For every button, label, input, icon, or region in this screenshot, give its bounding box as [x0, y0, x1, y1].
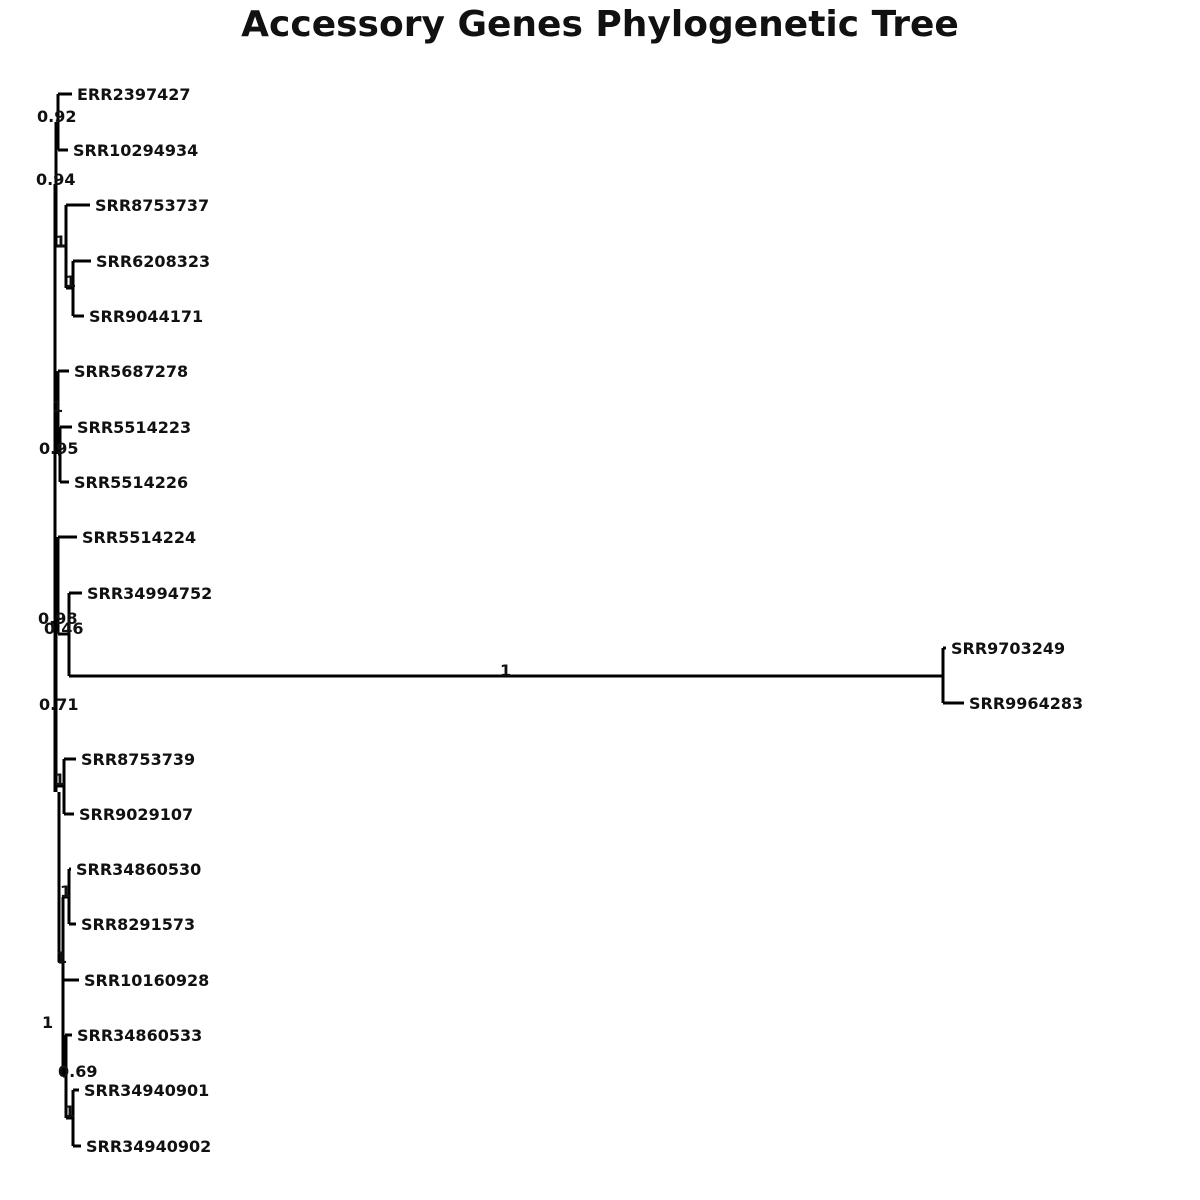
- tip-label: SRR9964283: [969, 694, 1083, 713]
- tip-label: SRR9703249: [951, 639, 1065, 658]
- tip-label: SRR34994752: [87, 584, 212, 603]
- support-value: 0.94: [36, 170, 75, 189]
- support-value: 1: [56, 948, 67, 967]
- support-value: 0.92: [37, 107, 76, 126]
- support-value: 1: [55, 232, 66, 251]
- tip-label: SRR6208323: [96, 252, 210, 271]
- support-value: 1: [64, 1102, 75, 1121]
- tip-labels: ERR2397427 SRR10294934 SRR8753737 SRR620832…: [73, 85, 1083, 1156]
- support-value: 1: [52, 397, 63, 416]
- support-value: 0.98: [38, 609, 77, 628]
- tip-label: SRR8753739: [81, 750, 195, 769]
- support-value: 0.71: [39, 695, 78, 714]
- support-value: 0.69: [58, 1062, 97, 1081]
- tip-label: SRR8753737: [95, 196, 209, 215]
- tip-label: SRR9044171: [89, 307, 203, 326]
- tip-label: SRR9029107: [79, 805, 193, 824]
- support-value: 1: [60, 882, 71, 901]
- tip-label: SRR5514223: [77, 418, 191, 437]
- tip-label: SRR10294934: [73, 141, 198, 160]
- tip-label: ERR2397427: [77, 85, 191, 104]
- support-value: 1: [500, 661, 511, 680]
- support-value: 1: [65, 272, 76, 291]
- tip-label: SRR5687278: [74, 362, 188, 381]
- tip-label: SRR10160928: [84, 971, 209, 990]
- tip-label: SRR34860530: [76, 860, 201, 879]
- tip-label: SRR34940902: [86, 1137, 211, 1156]
- support-value: 0.46: [44, 619, 83, 638]
- tree-branches: [53, 92, 964, 1148]
- support-labels: 0.92 0.94 1 1 1 0.95 0.980.46 1 0.71 1 1 1 0.69 1 1: [36, 107, 511, 1121]
- support-value: 1: [54, 770, 65, 789]
- support-value: 1: [42, 1013, 53, 1032]
- tip-label: SRR5514224: [82, 528, 196, 547]
- chart-title: Accessory Genes Phylogenetic Tree: [241, 4, 959, 45]
- tip-label: SRR34940901: [84, 1081, 209, 1100]
- tip-label: SRR34860533: [77, 1026, 202, 1045]
- support-value: 0.95: [39, 439, 78, 458]
- tip-label: SRR8291573: [81, 915, 195, 934]
- tip-label: SRR5514226: [74, 473, 188, 492]
